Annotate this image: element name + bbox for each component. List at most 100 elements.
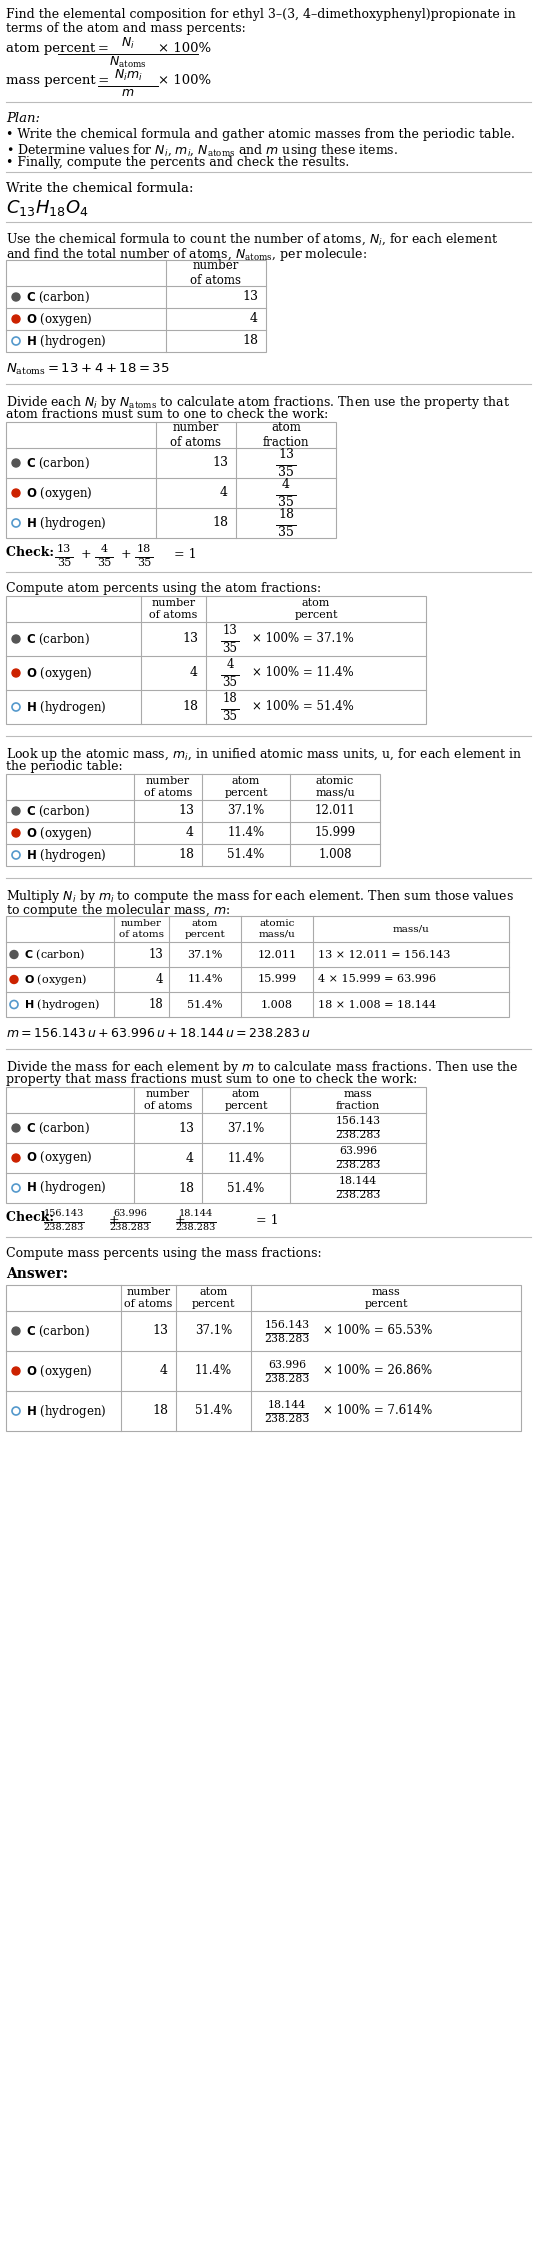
Text: $\mathbf{H}$ (hydrogen): $\mathbf{H}$ (hydrogen) [24,997,100,1013]
Text: 4 × 15.999 = 63.996: 4 × 15.999 = 63.996 [318,975,436,984]
Text: $N_\mathregular{atoms}$: $N_\mathregular{atoms}$ [109,54,147,70]
Text: Check:: Check: [6,1211,56,1224]
Text: 37.1%: 37.1% [187,950,223,959]
Circle shape [12,636,20,642]
Text: property that mass fractions must sum to one to check the work:: property that mass fractions must sum to… [6,1074,417,1087]
Text: $\mathbf{O}$ (oxygen): $\mathbf{O}$ (oxygen) [26,310,92,328]
Text: Divide each $N_i$ by $N_\mathregular{atoms}$ to calculate atom fractions. Then u: Divide each $N_i$ by $N_\mathregular{ato… [6,393,510,411]
Circle shape [12,1154,20,1161]
Text: atom
percent: atom percent [294,597,338,620]
Text: atomic
mass/u: atomic mass/u [259,919,295,939]
Text: to compute the molecular mass, $m$:: to compute the molecular mass, $m$: [6,903,230,919]
Circle shape [12,490,20,496]
Text: $\mathbf{O}$ (oxygen): $\mathbf{O}$ (oxygen) [26,485,92,501]
Text: Find the elemental composition for ethyl 3–(3, 4–dimethoxyphenyl)propionate in: Find the elemental composition for ethyl… [6,9,516,20]
Text: 13: 13 [222,624,237,638]
Text: 18.144: 18.144 [179,1211,213,1220]
Text: terms of the atom and mass percents:: terms of the atom and mass percents: [6,22,246,36]
Text: $m = 156.143\,u + 63.996\,u + 18.144\,u = 238.283\,u$: $m = 156.143\,u + 63.996\,u + 18.144\,u … [6,1026,311,1040]
Text: 18: 18 [148,997,163,1011]
Text: number
of atoms: number of atoms [149,597,198,620]
Text: × 100% = 26.86%: × 100% = 26.86% [323,1366,432,1377]
Text: 37.1%: 37.1% [195,1325,232,1339]
Text: • Determine values for $N_i$, $m_i$, $N_\mathregular{atoms}$ and $m$ using these: • Determine values for $N_i$, $m_i$, $N_… [6,141,398,159]
Text: Look up the atomic mass, $m_i$, in unified atomic mass units, u, for each elemen: Look up the atomic mass, $m_i$, in unifi… [6,746,523,764]
Text: $\mathbf{H}$ (hydrogen): $\mathbf{H}$ (hydrogen) [26,1402,106,1419]
Text: number
of atoms: number of atoms [119,919,164,939]
Text: 238.283: 238.283 [335,1190,381,1202]
Bar [6,916,509,1017]
Text: $\mathbf{H}$ (hydrogen): $\mathbf{H}$ (hydrogen) [26,699,106,716]
Text: 4: 4 [250,312,258,326]
Bar [6,1285,521,1431]
Text: number
of atoms: number of atoms [124,1287,173,1309]
Text: $m$: $m$ [121,88,135,99]
Text: $\mathbf{O}$ (oxygen): $\mathbf{O}$ (oxygen) [26,1150,92,1166]
Text: 13: 13 [178,804,194,818]
Bar [6,1087,426,1204]
Text: 35: 35 [222,710,237,723]
Text: 18: 18 [178,1181,194,1195]
Text: 63.996: 63.996 [339,1145,377,1157]
Text: mass/u: mass/u [393,925,430,934]
Text: 238.283: 238.283 [264,1375,310,1384]
Text: 4: 4 [156,973,163,986]
Text: atom
percent: atom percent [192,1287,235,1309]
Text: Multiply $N_i$ by $m_i$ to compute the mass for each element. Then sum those val: Multiply $N_i$ by $m_i$ to compute the m… [6,887,514,905]
Text: +: + [108,1213,119,1226]
Text: atom
percent: atom percent [224,1089,268,1112]
Text: $\mathbf{O}$ (oxygen): $\mathbf{O}$ (oxygen) [26,1363,92,1379]
Text: × 100% = 37.1%: × 100% = 37.1% [252,633,354,645]
Text: $\mathbf{H}$ (hydrogen): $\mathbf{H}$ (hydrogen) [26,1179,106,1197]
Circle shape [12,829,20,838]
Text: 18.144: 18.144 [339,1177,377,1186]
Text: 238.283: 238.283 [264,1413,310,1424]
Text: number
of atoms: number of atoms [144,1089,192,1112]
Text: Compute atom percents using the atom fractions:: Compute atom percents using the atom fra… [6,582,321,595]
Text: 35: 35 [222,642,237,654]
Circle shape [12,669,20,676]
Text: 35: 35 [278,526,294,539]
Text: 18: 18 [137,544,151,553]
Text: $N_\mathregular{atoms} = 13 + 4 + 18 = 35$: $N_\mathregular{atoms} = 13 + 4 + 18 = 3… [6,362,170,377]
Text: $\mathbf{H}$ (hydrogen): $\mathbf{H}$ (hydrogen) [26,332,106,350]
Text: $\mathbf{C}$ (carbon): $\mathbf{C}$ (carbon) [24,948,85,961]
Text: 35: 35 [278,465,294,478]
Text: 35: 35 [137,557,151,568]
Text: 1.008: 1.008 [261,999,293,1008]
Text: 13 × 12.011 = 156.143: 13 × 12.011 = 156.143 [318,950,451,959]
Text: 4: 4 [100,544,107,553]
Text: Plan:: Plan: [6,112,40,126]
Text: atom percent =: atom percent = [6,43,109,54]
Text: atomic
mass/u: atomic mass/u [315,777,355,797]
Text: mass
fraction: mass fraction [336,1089,380,1112]
Circle shape [12,1327,20,1334]
Text: $\mathbf{H}$ (hydrogen): $\mathbf{H}$ (hydrogen) [26,514,106,532]
Text: 51.4%: 51.4% [227,1181,265,1195]
Text: number
of atoms: number of atoms [144,777,192,797]
Text: $C_{13}H_{18}O_4$: $C_{13}H_{18}O_4$ [6,198,89,218]
Text: $\mathbf{C}$ (carbon): $\mathbf{C}$ (carbon) [26,1121,90,1136]
Text: number
of atoms: number of atoms [171,420,221,449]
Text: +: + [81,548,91,562]
Text: 4: 4 [226,658,234,672]
Text: 51.4%: 51.4% [227,849,265,862]
Text: = 1: = 1 [174,548,197,562]
Text: 15.999: 15.999 [257,975,296,984]
Text: $N_i$: $N_i$ [121,36,135,49]
Text: 4: 4 [220,487,228,499]
Text: 35: 35 [222,676,237,690]
Text: 18: 18 [223,692,237,705]
Text: 13: 13 [182,633,198,645]
Text: $\mathbf{C}$ (carbon): $\mathbf{C}$ (carbon) [26,456,90,472]
Text: $\mathbf{O}$ (oxygen): $\mathbf{O}$ (oxygen) [24,973,87,986]
Text: 1.008: 1.008 [318,849,352,862]
Text: $\mathbf{C}$ (carbon): $\mathbf{C}$ (carbon) [26,290,90,305]
Text: $\mathbf{H}$ (hydrogen): $\mathbf{H}$ (hydrogen) [26,847,106,862]
Text: = 1: = 1 [256,1213,279,1226]
Text: atom
percent: atom percent [224,777,268,797]
Text: Answer:: Answer: [6,1267,68,1280]
Text: × 100% = 7.614%: × 100% = 7.614% [323,1404,432,1417]
Text: 13: 13 [212,456,228,469]
Text: 18: 18 [178,849,194,862]
